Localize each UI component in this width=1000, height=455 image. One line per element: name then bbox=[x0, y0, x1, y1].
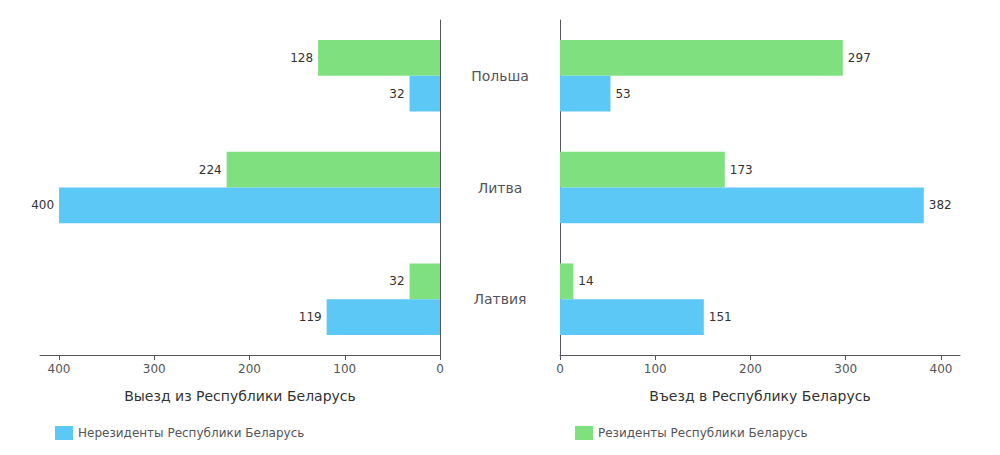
svg-text:300: 300 bbox=[834, 362, 857, 376]
svg-text:Выезд из Республики Беларусь: Выезд из Республики Беларусь bbox=[124, 388, 356, 404]
svg-text:Резиденты Республики Беларусь: Резиденты Республики Беларусь bbox=[598, 426, 808, 440]
svg-text:400: 400 bbox=[929, 362, 952, 376]
svg-text:Въезд в Республику Беларусь: Въезд в Республику Беларусь bbox=[649, 388, 870, 404]
svg-text:128: 128 bbox=[290, 51, 313, 65]
svg-text:32: 32 bbox=[389, 274, 404, 288]
svg-text:224: 224 bbox=[199, 163, 222, 177]
svg-text:100: 100 bbox=[644, 362, 667, 376]
svg-text:200: 200 bbox=[238, 362, 261, 376]
svg-text:400: 400 bbox=[48, 362, 71, 376]
svg-text:32: 32 bbox=[389, 87, 404, 101]
svg-text:200: 200 bbox=[739, 362, 762, 376]
svg-text:Польша: Польша bbox=[471, 68, 529, 84]
svg-text:0: 0 bbox=[436, 362, 444, 376]
svg-text:151: 151 bbox=[709, 310, 732, 324]
svg-text:100: 100 bbox=[333, 362, 356, 376]
svg-text:300: 300 bbox=[143, 362, 166, 376]
svg-text:0: 0 bbox=[556, 362, 564, 376]
svg-text:400: 400 bbox=[31, 198, 54, 212]
svg-text:Латвия: Латвия bbox=[473, 291, 526, 307]
svg-text:14: 14 bbox=[578, 274, 593, 288]
svg-text:53: 53 bbox=[615, 87, 630, 101]
svg-text:382: 382 bbox=[929, 198, 952, 212]
svg-text:Литва: Литва bbox=[478, 180, 523, 196]
svg-text:173: 173 bbox=[730, 163, 753, 177]
svg-text:Нерезиденты Республики Беларус: Нерезиденты Республики Беларусь bbox=[78, 426, 304, 440]
svg-text:119: 119 bbox=[299, 310, 322, 324]
svg-text:297: 297 bbox=[848, 51, 871, 65]
